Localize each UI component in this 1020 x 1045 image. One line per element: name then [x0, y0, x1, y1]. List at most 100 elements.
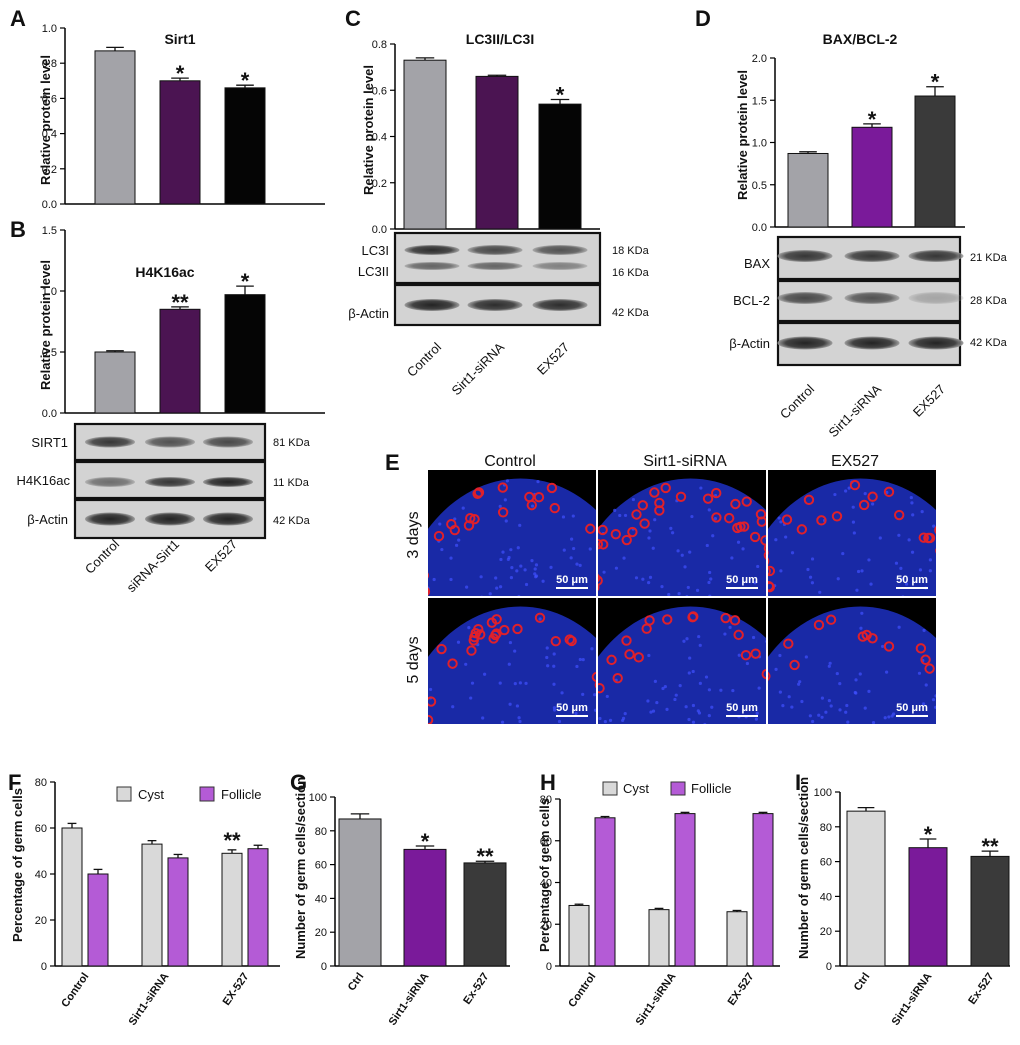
- blot-band: [404, 299, 460, 311]
- nucleus: [440, 547, 444, 552]
- nucleus: [526, 748, 529, 751]
- germ-cell: [428, 696, 437, 707]
- nucleus: [530, 559, 534, 563]
- nucleus: [938, 713, 941, 716]
- nucleus: [853, 690, 857, 695]
- germ-cell: [702, 493, 714, 504]
- nucleus: [568, 736, 571, 739]
- y-tick-label: 40: [315, 893, 327, 905]
- y-tick-label: 60: [315, 860, 327, 872]
- nucleus: [719, 688, 723, 692]
- nucleus: [688, 656, 692, 660]
- nucleus: [965, 745, 968, 748]
- nucleus: [970, 740, 973, 743]
- nucleus: [723, 632, 727, 636]
- nucleus: [584, 757, 587, 760]
- nucleus: [899, 566, 903, 570]
- nuclei-stain: [768, 478, 936, 596]
- nucleus: [723, 729, 726, 732]
- y-tick-label: 0.0: [42, 408, 57, 420]
- nucleus: [790, 551, 795, 555]
- germ-cell: [796, 524, 808, 535]
- nucleus: [481, 716, 485, 720]
- nucleus: [696, 733, 699, 736]
- nucleus: [631, 497, 635, 502]
- nucleus: [681, 734, 684, 737]
- nucleus: [720, 725, 723, 728]
- nucleus: [688, 749, 691, 752]
- panel-letter-c: C: [345, 6, 361, 31]
- nucleus: [439, 751, 442, 754]
- nucleus: [504, 741, 507, 744]
- kda-label: 18 KDa: [612, 245, 650, 257]
- nucleus: [464, 662, 468, 666]
- nucleus: [691, 669, 695, 674]
- nucleus: [509, 576, 514, 580]
- bar: [224, 87, 266, 205]
- nucleus: [808, 731, 811, 734]
- nucleus: [699, 486, 703, 490]
- y-tick-label: 0.5: [42, 347, 57, 359]
- germ-cell: [497, 482, 508, 493]
- y-tick-label: 0.8: [42, 58, 57, 70]
- blot-row-label: BCL-2: [733, 293, 770, 308]
- nucleus: [795, 761, 798, 764]
- germ-cell: [446, 518, 457, 530]
- nucleus: [667, 592, 671, 596]
- blot-band: [467, 262, 523, 270]
- nucleus: [509, 750, 512, 753]
- nucleus: [487, 747, 490, 750]
- nucleus: [937, 525, 940, 528]
- category-label: Sirt1-siRNA: [890, 971, 935, 1028]
- y-tick-label: 20: [315, 927, 327, 939]
- kda-label: 11 KDa: [273, 477, 310, 489]
- y-tick-label: 0.2: [372, 178, 387, 190]
- germ-cell: [733, 629, 744, 641]
- blot-band: [844, 292, 900, 304]
- nucleus: [490, 737, 493, 740]
- nucleus: [538, 617, 542, 621]
- nucleus: [938, 565, 941, 568]
- germ-cell: [512, 623, 523, 635]
- category-label: EX-527: [726, 971, 757, 1008]
- nucleus: [697, 760, 700, 763]
- nucleus: [639, 758, 642, 761]
- nucleus: [470, 681, 475, 685]
- nucleus: [599, 742, 602, 745]
- nucleus: [925, 726, 928, 729]
- y-tick-label: 0: [546, 961, 552, 973]
- nucleus: [787, 695, 791, 699]
- germ-cell: [488, 633, 499, 644]
- nucleus: [637, 738, 640, 741]
- significance-star: *: [241, 269, 250, 294]
- nucleus: [819, 762, 822, 765]
- germ-cell: [783, 638, 794, 649]
- nucleus: [922, 628, 926, 632]
- nucleus: [934, 694, 936, 698]
- bar: [726, 911, 748, 967]
- nucleus: [696, 709, 700, 713]
- blot-band: [404, 245, 460, 255]
- nucleus: [438, 522, 442, 526]
- nucleus: [838, 682, 842, 686]
- y-tick-label: 0.2: [42, 164, 57, 176]
- ylabel-f: Percentage of germ cells: [10, 788, 25, 942]
- nucleus: [524, 742, 527, 745]
- germ-cell: [639, 518, 650, 529]
- blot-row-label: LC3II: [358, 264, 389, 279]
- germ-cell: [763, 550, 766, 560]
- nucleus: [414, 582, 417, 585]
- nucleus: [460, 726, 463, 729]
- nucleus: [855, 760, 858, 763]
- tissue-section: [414, 478, 596, 596]
- nucleus: [749, 752, 752, 755]
- germ-cell: [883, 486, 895, 498]
- germ-cell: [954, 597, 962, 605]
- nucleus: [684, 705, 688, 709]
- nucleus: [908, 752, 911, 755]
- germ-cell: [598, 539, 609, 550]
- germ-cell: [598, 573, 601, 583]
- nucleus: [552, 682, 556, 686]
- nucleus: [732, 739, 735, 742]
- nucleus: [835, 761, 838, 764]
